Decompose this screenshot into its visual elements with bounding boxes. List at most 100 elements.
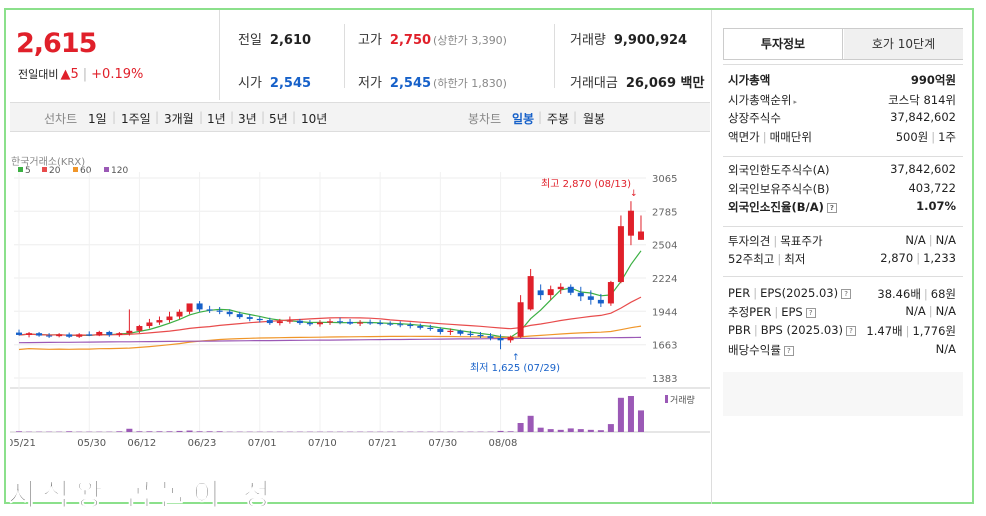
volume-bar: [146, 431, 153, 432]
tab-3m[interactable]: 3개월: [164, 112, 194, 126]
candle-body: [337, 321, 344, 323]
x-tick-label: 07/01: [248, 438, 277, 449]
change-row: 전일대비 ▲5 | +0.19%: [18, 66, 143, 82]
tab-orderbook[interactable]: 호가 10단계: [844, 29, 963, 59]
help-icon[interactable]: ?: [846, 326, 857, 336]
volume-bar: [186, 430, 193, 432]
volume-bar: [527, 415, 534, 432]
candle-body: [427, 327, 434, 330]
tab-10y[interactable]: 10년: [301, 112, 328, 126]
chevron-right-icon[interactable]: ▸: [793, 98, 797, 106]
tab-weekly[interactable]: 주봉: [547, 112, 570, 126]
candle-body: [196, 303, 203, 310]
info-row-label: 외국인한도주식수(A): [728, 163, 830, 177]
candle-body: [256, 318, 263, 321]
volume-bar: [567, 428, 574, 432]
y-tick-label: 2785: [652, 207, 677, 218]
info-row-value: 1.07%: [916, 199, 956, 213]
help-icon[interactable]: ?: [783, 346, 794, 356]
divider: [344, 24, 345, 88]
volume-bar: [196, 431, 203, 432]
info-row-label: 시가총액: [728, 73, 771, 87]
x-tick-label: 07/10: [308, 438, 337, 449]
ma-legend-swatch: [104, 167, 109, 172]
tab-5y[interactable]: 5년: [269, 112, 288, 126]
info-row: 시가총액순위 ▸ 코스닥 814위: [728, 92, 956, 110]
sector-comparison-box: [723, 372, 963, 416]
volume-bar: [587, 429, 594, 432]
info-row-label: 추정PER: [728, 305, 772, 319]
candle-body: [597, 299, 604, 304]
candle-body: [587, 296, 594, 300]
volume-bar: [216, 431, 223, 432]
ma-legend: 5 20 60 120: [18, 166, 128, 176]
candle-body: [146, 322, 153, 327]
y-tick-label: 2224: [652, 274, 677, 285]
info-row-label-2: 매매단위: [769, 130, 812, 144]
ma-legend-swatch: [42, 167, 47, 172]
candle-body: [407, 324, 414, 327]
info-row-value: 코스닥 814위: [888, 93, 956, 107]
candle-series: [16, 201, 644, 350]
candle-body: [236, 314, 243, 318]
candle-body: [76, 334, 83, 337]
help-icon[interactable]: ?: [826, 203, 837, 213]
y-tick-label: 3065: [652, 174, 677, 185]
info-row: PBR | BPS (2025.03)? 1.47배 | 1,776원: [728, 323, 956, 338]
y-tick-label: 2504: [652, 241, 677, 252]
candle-body: [417, 326, 424, 328]
candle-body: [577, 292, 584, 297]
candle-body: [86, 334, 93, 336]
section-divider: [723, 226, 963, 227]
candle-body: [517, 302, 524, 337]
volume-legend-swatch: [665, 395, 668, 403]
candle-body: [116, 333, 123, 335]
help-icon[interactable]: ?: [841, 289, 852, 299]
candle-chart-label: 봉차트: [468, 112, 502, 126]
section-divider: [723, 64, 963, 65]
info-row-label: PER: [728, 286, 751, 300]
help-icon[interactable]: ?: [805, 308, 816, 318]
tab-1w[interactable]: 1주일: [121, 112, 151, 126]
info-row-label: 액면가: [728, 130, 760, 144]
tab-monthly[interactable]: 월봉: [583, 112, 606, 126]
info-row-label-2: EPS: [781, 305, 803, 319]
candle-body: [347, 321, 354, 324]
stat-amount: 거래대금 26,069 백만: [570, 76, 705, 91]
investment-info-panel: 투자정보 호가 10단계 시가총액 990억원 시가총액순위 ▸ 코스닥 814위 상장주…: [711, 10, 974, 504]
tab-1y[interactable]: 1년: [207, 112, 226, 126]
candle-body: [367, 322, 374, 324]
tab-1d[interactable]: 1일: [88, 112, 107, 126]
candle-body: [537, 290, 544, 296]
info-row-value: N/A: [905, 233, 926, 247]
info-tabs: 투자정보 호가 10단계: [723, 28, 963, 60]
info-row: 투자의견 | 목표주가 N/A | N/A: [728, 233, 956, 248]
candle-body: [226, 311, 233, 315]
candle-body: [487, 336, 494, 338]
tab-investment-info[interactable]: 투자정보: [724, 29, 843, 59]
info-row-label: PBR: [728, 323, 751, 337]
candle-body: [246, 317, 253, 319]
tab-3y[interactable]: 3년: [238, 112, 257, 126]
candle-body: [457, 330, 464, 334]
stock-main-panel: 2,615 전일대비 ▲5 | +0.19% 전일 2,610 고가 2,750 (상한가 …: [7, 10, 710, 504]
info-row-label: 배당수익률: [728, 343, 781, 357]
candle-body: [16, 332, 23, 335]
ma-legend-label: 20: [49, 166, 61, 176]
info-row: 액면가 | 매매단위 500원 | 1주: [728, 130, 956, 144]
info-row: 배당수익률? N/A: [728, 342, 956, 360]
info-row-value-2: N/A: [935, 233, 956, 247]
change-value: 5: [70, 67, 79, 82]
info-row-value: 1.47배: [866, 324, 903, 338]
info-row-label: 투자의견: [728, 234, 771, 248]
volume-bar: [617, 397, 624, 432]
volume-bar: [577, 429, 584, 432]
info-row-value: 990억원: [910, 73, 956, 87]
volume-bar: [627, 396, 634, 432]
candle-body: [557, 286, 564, 290]
divider: [554, 24, 555, 88]
candle-body: [567, 286, 574, 293]
candle-body: [306, 323, 313, 325]
tab-daily[interactable]: 일봉: [512, 112, 535, 126]
info-row: 52주최고 | 최저 2,870 | 1,233: [728, 251, 956, 266]
